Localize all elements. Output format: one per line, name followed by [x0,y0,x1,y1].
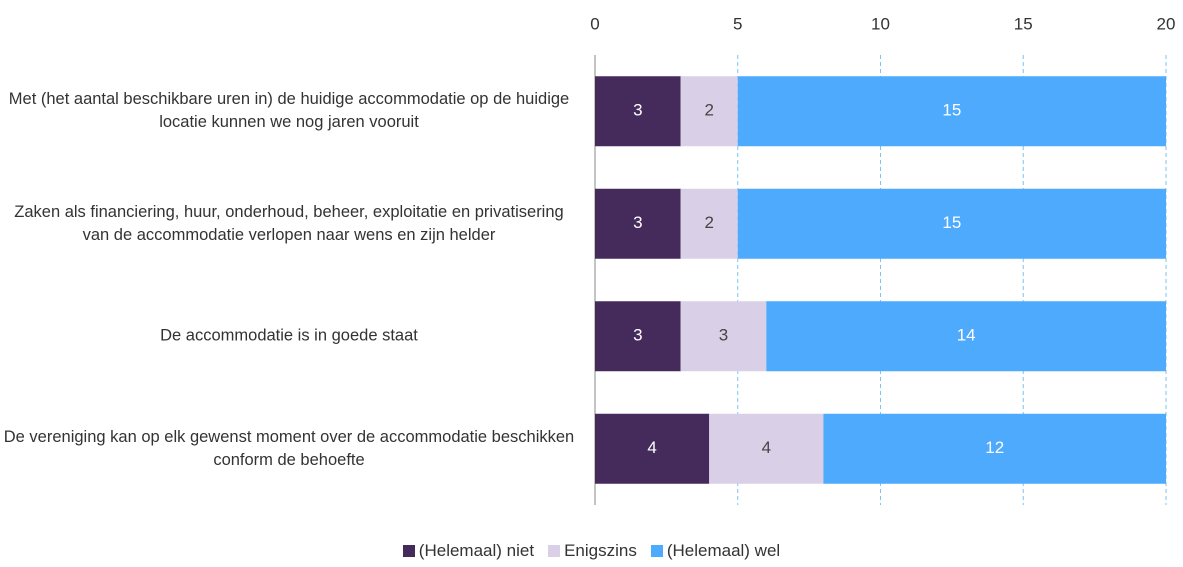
bar-segment [737,188,1166,259]
bar-segment [823,413,1166,484]
category-label: De vereniging kan op elk gewenst moment … [3,427,575,469]
legend: (Helemaal) niet Enigszins (Helemaal) wel [0,541,1183,561]
x-tick-label: 0 [590,14,599,33]
legend-item: Enigszins [548,541,637,560]
value-label: 3 [633,326,642,345]
value-label: 14 [957,326,976,345]
bar-segment [680,188,738,259]
bar-segment [680,301,767,372]
bar-segment [680,76,738,147]
legend-label: Enigszins [564,541,637,560]
value-label: 4 [762,438,771,457]
legend-item: (Helemaal) wel [650,541,781,560]
value-label: 3 [719,326,728,345]
value-label: 3 [633,101,642,120]
value-label: 2 [704,213,713,232]
bar-segment [595,413,710,484]
bar-segment [595,301,681,372]
x-tick-label: 15 [1014,14,1033,33]
value-label: 4 [647,438,656,457]
x-tick-label: 10 [871,14,890,33]
legend-label: (Helemaal) niet [418,541,535,560]
bar-segment [709,413,824,484]
bar-segment [595,188,681,259]
legend-swatch [650,545,663,557]
legend-swatch [402,545,415,557]
category-label: Zaken als financiering, huur, onderhoud,… [14,202,564,244]
value-label: 2 [704,101,713,120]
x-tick-label: 20 [1157,14,1176,33]
category-label: Met (het aantal beschikbare uren in) de … [8,90,570,132]
value-label: 12 [985,438,1004,457]
bar-segment [595,76,681,147]
x-tick-label: 5 [733,14,742,33]
value-label: 15 [942,213,961,232]
legend-swatch [548,545,561,557]
bar-segment [766,301,1166,372]
bar-segment [737,76,1166,147]
value-label: 3 [633,213,642,232]
value-label: 15 [942,101,961,120]
category-label: De accommodatie is in goede staat [160,326,418,345]
legend-item: (Helemaal) niet [402,541,535,560]
legend-label: (Helemaal) wel [666,541,781,560]
